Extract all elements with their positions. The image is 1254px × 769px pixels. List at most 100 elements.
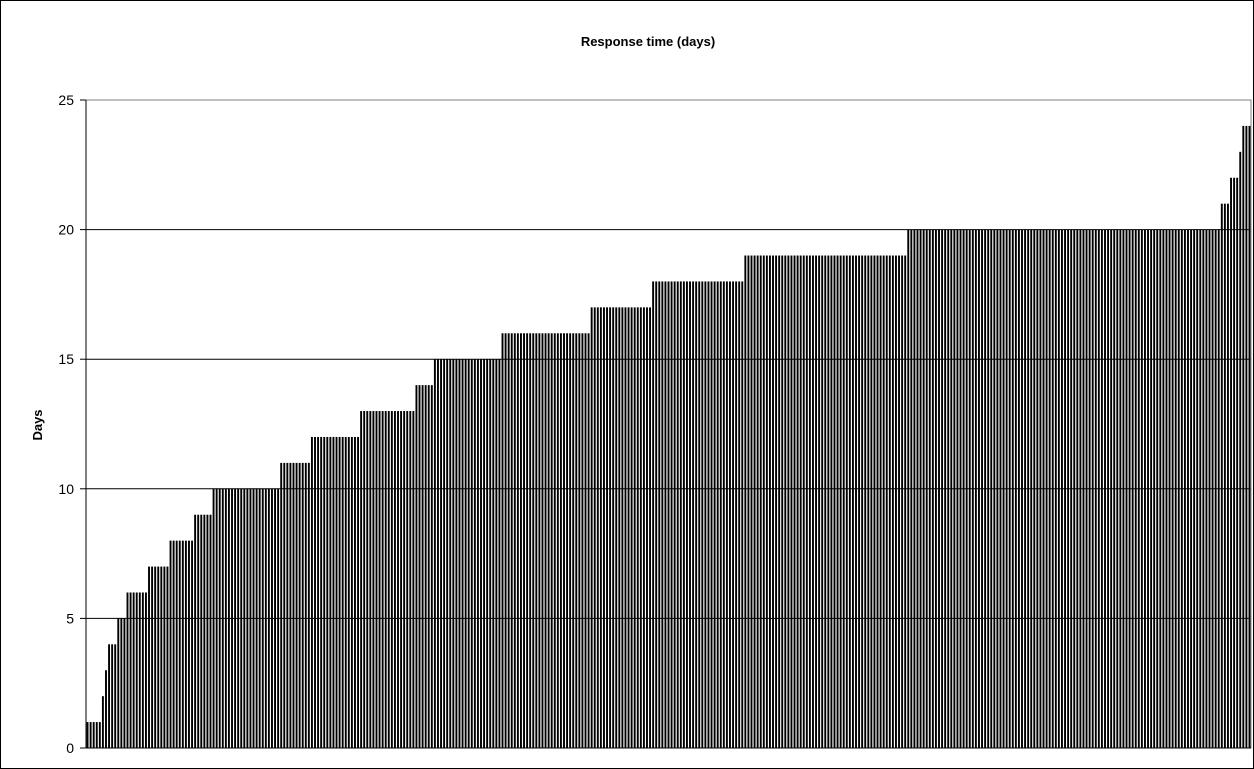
bar xyxy=(618,307,621,748)
bar xyxy=(1223,203,1226,748)
bar xyxy=(1100,229,1103,749)
bar xyxy=(627,307,630,748)
bar xyxy=(888,255,891,748)
bar xyxy=(990,229,993,749)
bar xyxy=(504,333,507,748)
bar xyxy=(689,281,691,748)
bar xyxy=(802,255,805,748)
bar xyxy=(480,359,482,748)
bar xyxy=(1190,229,1193,749)
bar xyxy=(1073,229,1076,749)
bar xyxy=(867,255,870,748)
bar xyxy=(464,359,467,748)
axes xyxy=(85,99,1252,749)
bar xyxy=(255,488,258,748)
bar xyxy=(440,359,442,748)
bar xyxy=(243,488,246,748)
bar xyxy=(855,255,857,748)
bar xyxy=(307,462,310,748)
bar xyxy=(925,229,928,749)
bar xyxy=(363,411,366,748)
bar xyxy=(1110,229,1113,749)
bar xyxy=(701,281,704,748)
bar xyxy=(756,255,759,748)
bar xyxy=(670,281,673,748)
bar xyxy=(1045,229,1048,749)
bar xyxy=(240,488,243,748)
bar xyxy=(956,229,959,749)
bar xyxy=(194,514,197,748)
bar xyxy=(138,592,141,748)
chart-title: Response time (days) xyxy=(581,34,715,49)
bar xyxy=(682,281,685,748)
bar xyxy=(1171,229,1174,749)
bar xyxy=(326,436,329,748)
bar xyxy=(366,411,369,748)
bar xyxy=(1082,229,1085,749)
bar xyxy=(685,281,688,748)
bar xyxy=(547,333,550,748)
bar xyxy=(578,333,581,748)
bar xyxy=(753,255,756,748)
bar xyxy=(1162,229,1165,749)
bar xyxy=(922,229,925,749)
bar xyxy=(1150,229,1153,749)
bar xyxy=(836,255,839,748)
bar xyxy=(1021,229,1023,749)
bar xyxy=(741,281,744,748)
bar xyxy=(101,696,104,748)
bar xyxy=(443,359,446,748)
bar xyxy=(252,488,255,748)
bar xyxy=(1113,229,1116,749)
bar xyxy=(1128,229,1131,749)
bar xyxy=(501,333,504,748)
bar xyxy=(953,229,956,749)
bar xyxy=(824,255,827,748)
bar xyxy=(655,281,658,748)
bar xyxy=(495,359,498,748)
bar xyxy=(323,436,326,748)
bar xyxy=(563,333,565,748)
bar xyxy=(489,359,492,748)
bar xyxy=(575,333,578,748)
bar xyxy=(1061,229,1063,749)
bar xyxy=(510,333,513,748)
y-axis-ticks: 0 5 10 15 20 25 xyxy=(58,92,86,756)
bar xyxy=(559,333,562,748)
bar xyxy=(350,436,353,748)
bar xyxy=(649,307,652,748)
bar xyxy=(636,307,639,748)
bar xyxy=(968,229,971,749)
bar xyxy=(197,514,200,748)
bar xyxy=(1076,229,1079,749)
bar xyxy=(1199,229,1202,749)
bar xyxy=(1236,177,1239,748)
bar xyxy=(301,462,304,748)
bar xyxy=(157,566,160,748)
bar xyxy=(403,411,406,748)
bar xyxy=(1187,229,1189,749)
bar xyxy=(1233,177,1236,748)
bar xyxy=(433,359,436,748)
bar xyxy=(941,229,944,749)
bar xyxy=(569,333,572,748)
bar xyxy=(341,436,344,748)
bar xyxy=(830,255,833,748)
bar xyxy=(692,281,695,748)
bar xyxy=(624,307,627,748)
y-tick-label: 10 xyxy=(58,481,74,497)
bar xyxy=(446,359,449,748)
bar xyxy=(808,255,811,748)
bar xyxy=(947,229,950,749)
bar xyxy=(873,255,876,748)
bar xyxy=(120,618,123,748)
bar xyxy=(1230,177,1232,748)
bar xyxy=(750,255,753,748)
bar xyxy=(1116,229,1119,749)
bar xyxy=(520,333,522,748)
bar xyxy=(1131,229,1134,749)
bar xyxy=(277,488,280,748)
bar xyxy=(126,592,129,748)
bar xyxy=(1097,229,1100,749)
bar xyxy=(455,359,458,748)
